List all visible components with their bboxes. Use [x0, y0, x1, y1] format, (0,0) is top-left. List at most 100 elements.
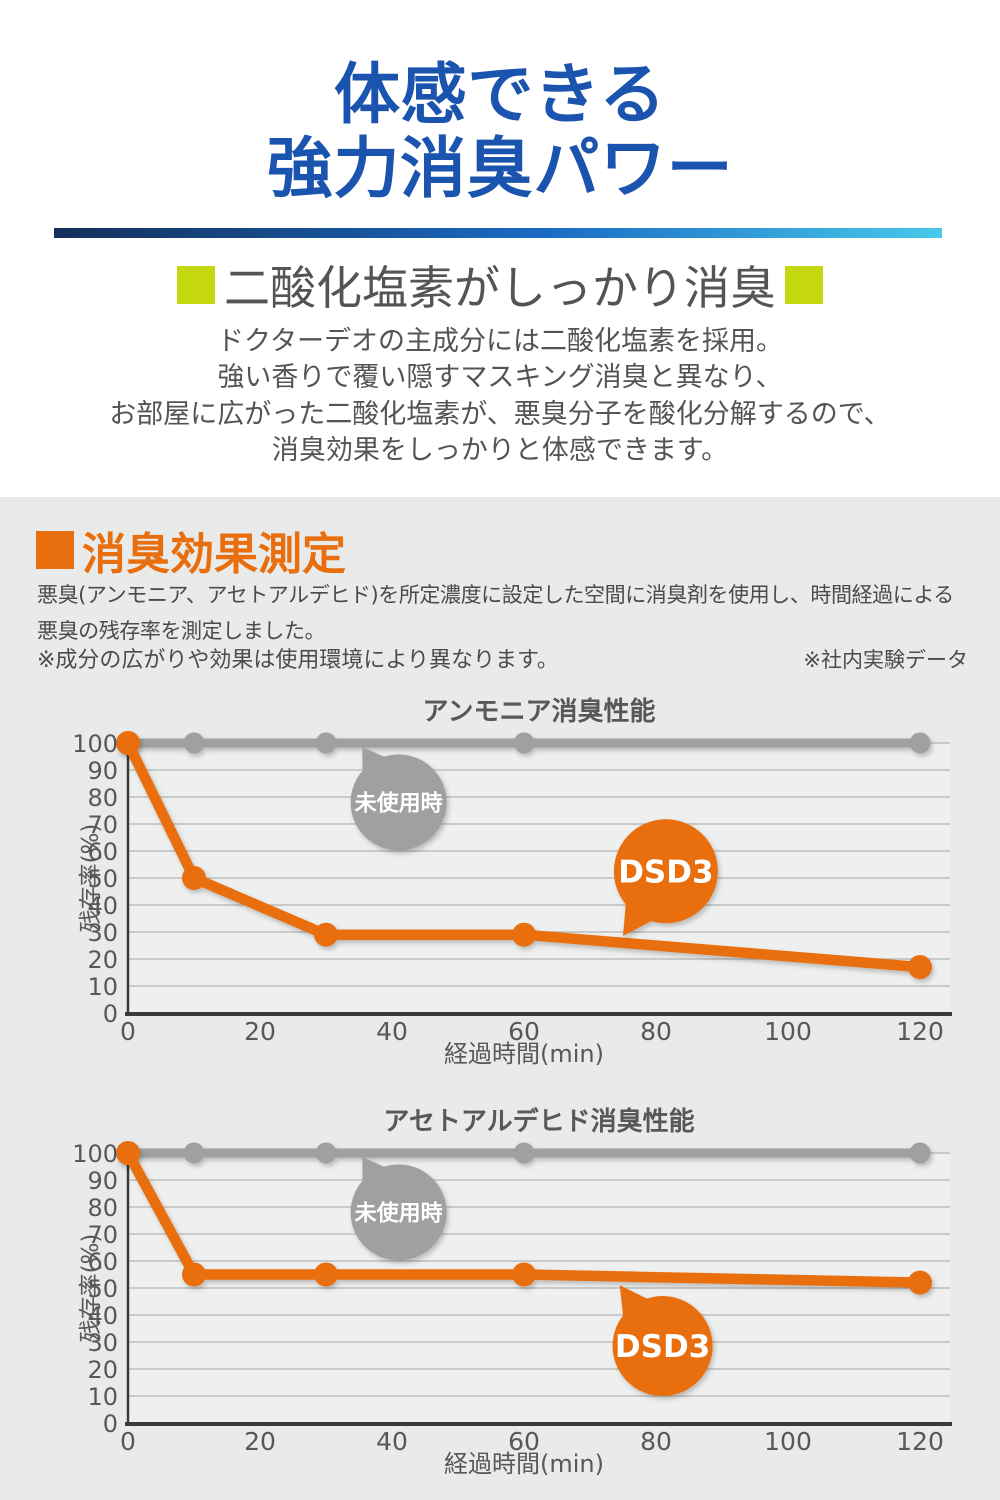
orange-square-icon [36, 531, 74, 569]
svg-text:20: 20 [244, 1017, 276, 1046]
data-point-dsd3 [182, 866, 206, 890]
svg-text:0: 0 [103, 1410, 118, 1438]
data-point-dsd3 [908, 955, 932, 980]
description-line: 悪臭の残存率を測定しました。 [37, 619, 326, 644]
svg-text:20: 20 [87, 946, 118, 974]
svg-text:40: 40 [376, 1427, 408, 1456]
page-title-line-2: 強力消臭パワー [266, 129, 734, 207]
x-axis-label: 経過時間(min) [444, 1040, 604, 1068]
data-point-dsd3 [512, 1262, 536, 1287]
svg-text:40: 40 [87, 892, 118, 920]
data-point-dsd3 [908, 1270, 932, 1295]
data-point-dsd3 [116, 731, 140, 755]
svg-text:100: 100 [72, 1140, 118, 1168]
data-point-untreated [315, 1142, 337, 1164]
svg-text:100: 100 [72, 730, 118, 758]
svg-text:60: 60 [508, 1017, 540, 1046]
svg-text:60: 60 [87, 838, 118, 866]
svg-text:60: 60 [508, 1427, 540, 1456]
svg-text:40: 40 [376, 1017, 408, 1046]
x-tick-labels: 0 20 40 60 80 100 120 [120, 1017, 944, 1046]
svg-text:30: 30 [87, 1329, 118, 1357]
note-internal-data: ※社内実験データ [803, 648, 968, 672]
gradient-divider [54, 228, 942, 238]
svg-text:100: 100 [764, 1427, 812, 1456]
series-dsd3 [116, 731, 932, 980]
svg-text:40: 40 [87, 1302, 118, 1330]
data-point-untreated [513, 1142, 535, 1164]
description-line: 悪臭(アンモニア、アセトアルデヒド)を所定濃度に設定した空間に消臭剤を使用し、時… [37, 583, 954, 607]
balloon-dsd3: DSD3 [612, 1285, 713, 1397]
intro-line: ドクターデオの主成分には二酸化塩素を採用。 [217, 326, 783, 357]
data-point-untreated [909, 1142, 931, 1164]
svg-text:80: 80 [87, 1194, 118, 1222]
intro-line: お部屋に広がった二酸化塩素が、悪臭分子を酸化分解するので、 [109, 398, 891, 430]
balloon-dsd3: DSD3 [613, 819, 718, 937]
data-point-untreated [183, 732, 205, 754]
measurement-section: 消臭効果測定 悪臭(アンモニア、アセトアルデヒド)を所定濃度に設定した空間に消臭… [0, 497, 1000, 1500]
y-axis-label: 残存率(%) [78, 824, 104, 933]
svg-text:120: 120 [896, 1017, 944, 1046]
svg-text:0: 0 [120, 1427, 136, 1456]
y-axis-label: 残存率(%) [78, 1234, 104, 1343]
svg-text:未使用時: 未使用時 [355, 791, 443, 816]
data-point-dsd3 [314, 922, 338, 947]
svg-text:0: 0 [103, 1000, 118, 1028]
x-tick-labels: 0 20 40 60 80 100 120 [120, 1427, 944, 1456]
subheading: 二酸化塩素がしっかり消臭 [0, 252, 1000, 318]
svg-text:60: 60 [87, 1248, 118, 1276]
intro-line: 強い香りで覆い隠すマスキング消臭と異なり、 [217, 362, 783, 394]
svg-text:50: 50 [87, 1275, 118, 1303]
chart-title: アセトアルデヒド消臭性能 [383, 1106, 694, 1137]
svg-text:70: 70 [87, 1221, 118, 1249]
svg-text:20: 20 [87, 1356, 118, 1384]
svg-text:80: 80 [640, 1017, 672, 1046]
data-point-dsd3 [512, 922, 536, 947]
data-point-untreated [183, 1142, 205, 1164]
green-square-icon [785, 266, 823, 304]
data-point-dsd3 [116, 1141, 140, 1165]
svg-text:120: 120 [896, 1427, 944, 1456]
svg-text:80: 80 [87, 784, 118, 812]
chart-title: アンモニア消臭性能 [423, 696, 656, 727]
svg-text:10: 10 [87, 1383, 118, 1411]
section-description: 悪臭(アンモニア、アセトアルデヒド)を所定濃度に設定した空間に消臭剤を使用し、時… [37, 577, 954, 649]
balloon-untreated: 未使用時 [350, 747, 447, 851]
svg-text:20: 20 [244, 1427, 276, 1456]
data-point-untreated [909, 732, 931, 754]
data-point-untreated [513, 732, 535, 754]
series-dsd3 [116, 1141, 932, 1295]
svg-text:90: 90 [87, 757, 118, 785]
x-axis-label: 経過時間(min) [444, 1450, 604, 1478]
svg-text:80: 80 [640, 1427, 672, 1456]
svg-text:DSD3: DSD3 [615, 1329, 710, 1365]
svg-text:100: 100 [764, 1017, 812, 1046]
data-point-dsd3 [182, 1262, 206, 1287]
intro-line: 消臭効果をしっかりと体感できます。 [271, 435, 729, 467]
section-title-text: 消臭効果測定 [82, 529, 346, 580]
data-point-untreated [315, 732, 337, 754]
svg-text:70: 70 [87, 811, 118, 839]
svg-text:0: 0 [120, 1017, 136, 1046]
subheading-text: 二酸化塩素がしっかり消臭 [224, 261, 776, 315]
data-point-dsd3 [314, 1262, 338, 1287]
svg-text:90: 90 [87, 1167, 118, 1195]
notes-row: ※成分の広がりや効果は使用環境により異なります。 ※社内実験データ [37, 642, 968, 674]
page-title: 体感できる 強力消臭パワー [0, 58, 1000, 206]
section-title: 消臭効果測定 [36, 518, 346, 582]
svg-text:10: 10 [87, 973, 118, 1001]
balloon-untreated: 未使用時 [350, 1157, 447, 1261]
svg-text:50: 50 [87, 865, 118, 893]
svg-text:30: 30 [87, 919, 118, 947]
svg-text:DSD3: DSD3 [618, 854, 713, 890]
note-environment: ※成分の広がりや効果は使用環境により異なります。 [37, 648, 559, 673]
intro-paragraph: ドクターデオの主成分には二酸化塩素を採用。 強い香りで覆い隠すマスキング消臭と異… [0, 324, 1000, 470]
green-square-icon [177, 266, 215, 304]
page-title-line-1: 体感できる [334, 56, 666, 133]
svg-text:未使用時: 未使用時 [355, 1201, 443, 1226]
